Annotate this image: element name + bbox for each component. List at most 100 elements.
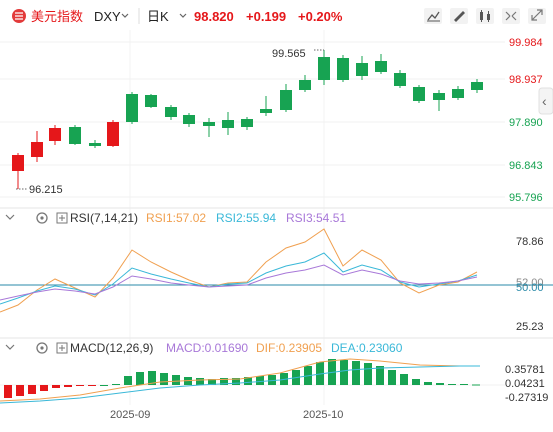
dea-line: [0, 365, 480, 404]
candle-body: [280, 90, 292, 110]
macd-bar: [472, 384, 480, 386]
high-price-label: 99.565: [272, 48, 306, 60]
macd-bar: [16, 385, 24, 396]
period-selector[interactable]: 日K: [147, 9, 169, 24]
rsi-axis: 78.86 52.00 50.00 25.23: [516, 236, 544, 333]
macd-bar: [28, 385, 36, 394]
macd-axis-label: 0.04231: [505, 378, 545, 390]
macd-axis-label: -0.27319: [505, 392, 548, 404]
symbol-code[interactable]: DXY: [94, 9, 121, 24]
candle-body: [222, 120, 234, 128]
candle-body: [394, 73, 406, 86]
candle-body: [413, 87, 425, 101]
expand-icon[interactable]: [528, 8, 546, 24]
candle-body: [183, 115, 195, 124]
rsi3-line: [0, 264, 478, 301]
price-axis-label: 97.890: [509, 117, 543, 129]
candle-body: [12, 155, 24, 171]
rsi-panel[interactable]: RSI(7,14,21) RSI1:57.02 RSI2:55.94 RSI3:…: [0, 211, 553, 333]
price-axis-label: 99.984: [509, 37, 543, 49]
rsi-add-icon[interactable]: [56, 212, 68, 224]
symbol-name[interactable]: 美元指数: [31, 9, 83, 24]
price-axis-label: 96.843: [509, 160, 543, 172]
side-panel-toggle[interactable]: ‹: [538, 87, 553, 115]
header-bar: 美元指数 DXY 日K 98.820 +0.199 +0.20%: [12, 8, 546, 24]
rsi-collapse-icon[interactable]: [5, 214, 15, 220]
macd-bar: [136, 372, 144, 385]
candle-body: [356, 63, 368, 76]
date-label: 2025-10: [303, 409, 343, 421]
macd-bar: [148, 371, 156, 385]
macd-bar: [160, 373, 168, 385]
macd-axis: 0.35781 0.04231 -0.27319: [505, 364, 548, 404]
macd-bar: [232, 378, 240, 385]
macd-bar: [424, 382, 432, 385]
macd-bar: [124, 376, 132, 385]
candle-body: [49, 128, 61, 141]
candle-body: [165, 107, 177, 117]
macd-bar: [52, 385, 60, 388]
macd-axis-label: 0.35781: [505, 364, 545, 376]
price-axis: 99.984 98.937 97.890 96.843 95.796: [509, 37, 543, 204]
pen-edit-icon[interactable]: [450, 8, 468, 24]
macd-bar: [460, 384, 468, 385]
macd-bar: [364, 363, 372, 385]
macd-bar: [400, 374, 408, 385]
macd-bar: [196, 378, 204, 385]
candle-body: [471, 82, 483, 90]
symbol-dropdown-icon[interactable]: [121, 13, 129, 18]
macd-value: MACD:0.01690: [166, 341, 248, 355]
price-change: +0.199: [246, 9, 286, 24]
dea-value: DEA:0.23060: [331, 341, 403, 355]
rsi-axis-label: 50.00: [516, 282, 544, 294]
macd-bar: [436, 383, 444, 385]
macd-bar: [220, 378, 228, 385]
macd-settings-icon[interactable]: [36, 342, 48, 354]
rsi-toolbar: RSI(7,14,21) RSI1:57.02 RSI2:55.94 RSI3:…: [5, 211, 346, 225]
macd-collapse-icon[interactable]: [5, 344, 15, 350]
candle-body: [260, 109, 272, 113]
rsi-axis-label: 52.00: [516, 277, 544, 289]
macd-bar: [388, 370, 396, 385]
macd-add-icon[interactable]: [56, 342, 68, 354]
low-price-label: 96.215: [29, 184, 63, 196]
rsi-axis-label: 78.86: [516, 236, 544, 248]
candle-body: [375, 61, 387, 72]
price-axis-label: 95.796: [509, 192, 543, 204]
time-axis: 2025-09 2025-10: [110, 409, 343, 421]
candlestick-style-icon[interactable]: [476, 8, 494, 24]
candle-body: [203, 122, 215, 126]
drawing-tool-icon[interactable]: [424, 8, 442, 24]
macd-bar: [208, 379, 216, 385]
macd-bar: [172, 375, 180, 385]
rsi1-value: RSI1:57.02: [146, 211, 206, 225]
candle-body: [318, 57, 330, 80]
price-axis-label: 98.937: [509, 74, 543, 86]
rsi-title[interactable]: RSI(7,14,21): [70, 211, 138, 225]
candle-body: [126, 94, 138, 122]
macd-panel[interactable]: MACD(12,26,9) MACD:0.01690 DIF:0.23905 D…: [0, 341, 548, 404]
high-annotation: 99.565: [272, 48, 324, 60]
price-change-percent: +0.20%: [298, 9, 343, 24]
main-chart-panel[interactable]: 99.565 96.215 99.984 98.937 97.890 96.84…: [0, 30, 553, 405]
current-price: 98.820: [194, 9, 234, 24]
macd-title[interactable]: MACD(12,26,9): [70, 341, 153, 355]
macd-bar: [340, 360, 348, 385]
collapse-icon[interactable]: [502, 8, 520, 24]
exchange-flag-icon: [12, 9, 26, 23]
macd-bar: [88, 385, 96, 386]
chevron-left-icon: ‹: [542, 93, 547, 109]
rsi1-line: [0, 228, 478, 313]
candle-body: [337, 58, 349, 80]
candle-body: [89, 143, 101, 146]
macd-bar: [76, 385, 84, 386]
macd-bar: [64, 385, 72, 387]
rsi-settings-icon[interactable]: [36, 212, 48, 224]
macd-bar: [256, 376, 264, 385]
candlestick-series: [12, 50, 483, 189]
candle-body: [69, 127, 81, 144]
macd-bar: [412, 379, 420, 385]
period-dropdown-icon[interactable]: [179, 13, 187, 18]
candle-body: [31, 142, 43, 157]
